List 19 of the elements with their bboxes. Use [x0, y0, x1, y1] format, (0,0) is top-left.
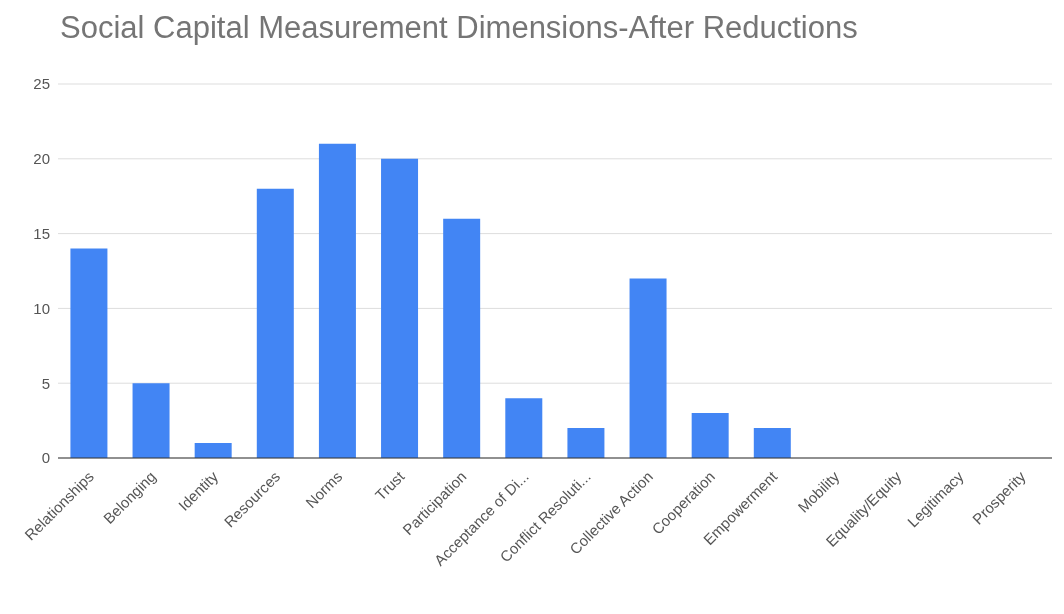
y-tick-label: 5 — [41, 374, 50, 392]
bar — [629, 278, 667, 458]
y-tick-label: 15 — [33, 224, 50, 242]
bar — [132, 383, 170, 458]
bar — [691, 413, 729, 458]
bar — [194, 443, 232, 458]
bar — [567, 428, 605, 458]
bar — [505, 398, 543, 458]
bar — [70, 248, 108, 458]
bar — [381, 158, 419, 458]
bar — [443, 218, 481, 458]
chart-title: Social Capital Measurement Dimensions-After Reductions — [59, 9, 859, 47]
y-tick-label: 0 — [41, 449, 50, 467]
y-tick-label: 25 — [33, 75, 50, 93]
y-tick-label: 10 — [33, 299, 50, 317]
bar — [256, 188, 294, 458]
bar — [318, 143, 356, 458]
bar — [753, 428, 791, 458]
y-tick-label: 20 — [33, 150, 50, 168]
